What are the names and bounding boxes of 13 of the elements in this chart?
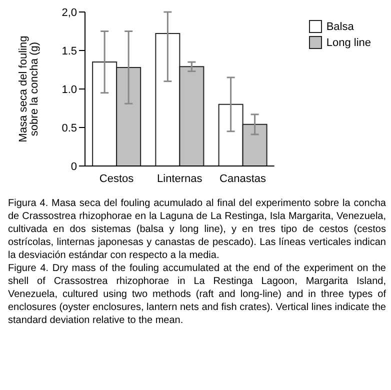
legend-label: Long line — [326, 36, 371, 48]
y-axis-title: Masa seca del fouling sobre la concha (g) — [17, 36, 40, 142]
legend-label: Balsa — [326, 20, 354, 32]
text: Figura 4. Masa seca del fouling acumulado al final del experimento sobre la concha de Crassostrea rhizophorae en la Laguna de La Restinga, Isla Margarita, Venezuela, cultivada en dos sistemas (balsa y long line), y en tres tipo de cestos (cestos ostrícolas, linternas japonesas y canastas de pescado). Las líneas verticales indican la desviación estándar con respecto a la media. — [8, 197, 386, 262]
y-tick-label: 2,0 — [62, 6, 77, 19]
x-tick-label: Cestos — [99, 172, 134, 185]
y-tick-label: 1.5 — [62, 45, 77, 58]
x-tick-label: Linternas — [157, 172, 203, 185]
x-tick-label: Canastas — [220, 172, 267, 185]
caption: Figure 4. Dry mass of the fouling accumulated at the end of the experiment on the shell of Crassostrea rhizophorae in La Restinga Lagoon, Margarita Island, Venezuela, cultured using two methods (raft and long-line) and in three types of enclosures (oyster enclosures, lantern nets and fish crates). Vertical lines indicate the standard deviation relative to the mean. — [8, 262, 386, 327]
y-tick-label: 0.5 — [62, 122, 77, 134]
y-tick-label: 1.0 — [62, 84, 77, 96]
y-tick-label: 0 — [70, 160, 77, 173]
